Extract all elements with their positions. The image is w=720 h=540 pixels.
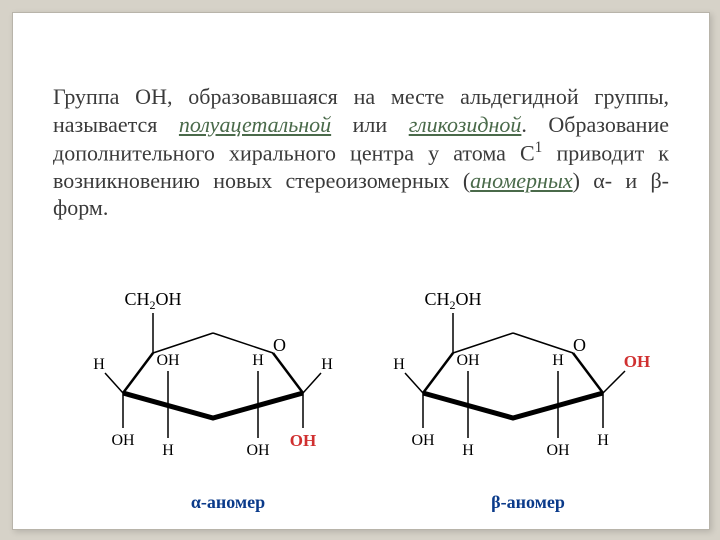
svg-text:O: O [273, 335, 286, 355]
svg-text:OH: OH [456, 352, 480, 369]
main-paragraph: Группа ОН, образовавшаяся на месте альде… [53, 83, 669, 222]
svg-text:O: O [573, 335, 586, 355]
beta-svg: O CH2OH OH H H OH OH H H [393, 253, 663, 513]
svg-text:H: H [93, 356, 105, 373]
svg-text:H: H [321, 356, 333, 373]
svg-text:OH: OH [246, 442, 270, 459]
slide: Группа ОН, образовавшаяся на месте альде… [12, 12, 710, 530]
svg-text:CH2OH: CH2OH [424, 289, 481, 312]
molecule-alpha: O CH2OH OH H H OH OH H [93, 253, 363, 513]
alpha-caption: α-аномер [93, 492, 363, 513]
text-mid1: или [331, 112, 409, 137]
alpha-svg: O CH2OH OH H H OH OH H [93, 253, 363, 513]
term-glycosidic: гликозидной [409, 112, 522, 137]
svg-text:H: H [393, 356, 405, 373]
term-poluacetal: полуацетальной [179, 112, 331, 137]
svg-text:OH: OH [111, 432, 135, 449]
term-anomeric: аномерных [470, 168, 572, 193]
svg-text:OH: OH [546, 442, 570, 459]
structures-row: O CH2OH OH H H OH OH H [53, 253, 669, 513]
svg-text:H: H [162, 442, 174, 459]
svg-text:H: H [462, 442, 474, 459]
svg-text:H: H [597, 432, 609, 449]
svg-text:OH: OH [411, 432, 435, 449]
svg-text:OH: OH [156, 352, 180, 369]
svg-text:OH: OH [290, 431, 316, 450]
svg-text:OH: OH [624, 352, 650, 371]
svg-text:CH2OH: CH2OH [124, 289, 181, 312]
beta-caption: β-аномер [393, 492, 663, 513]
molecule-beta: O CH2OH OH H H OH OH H H [393, 253, 663, 513]
svg-text:H: H [552, 352, 564, 369]
svg-text:H: H [252, 352, 264, 369]
